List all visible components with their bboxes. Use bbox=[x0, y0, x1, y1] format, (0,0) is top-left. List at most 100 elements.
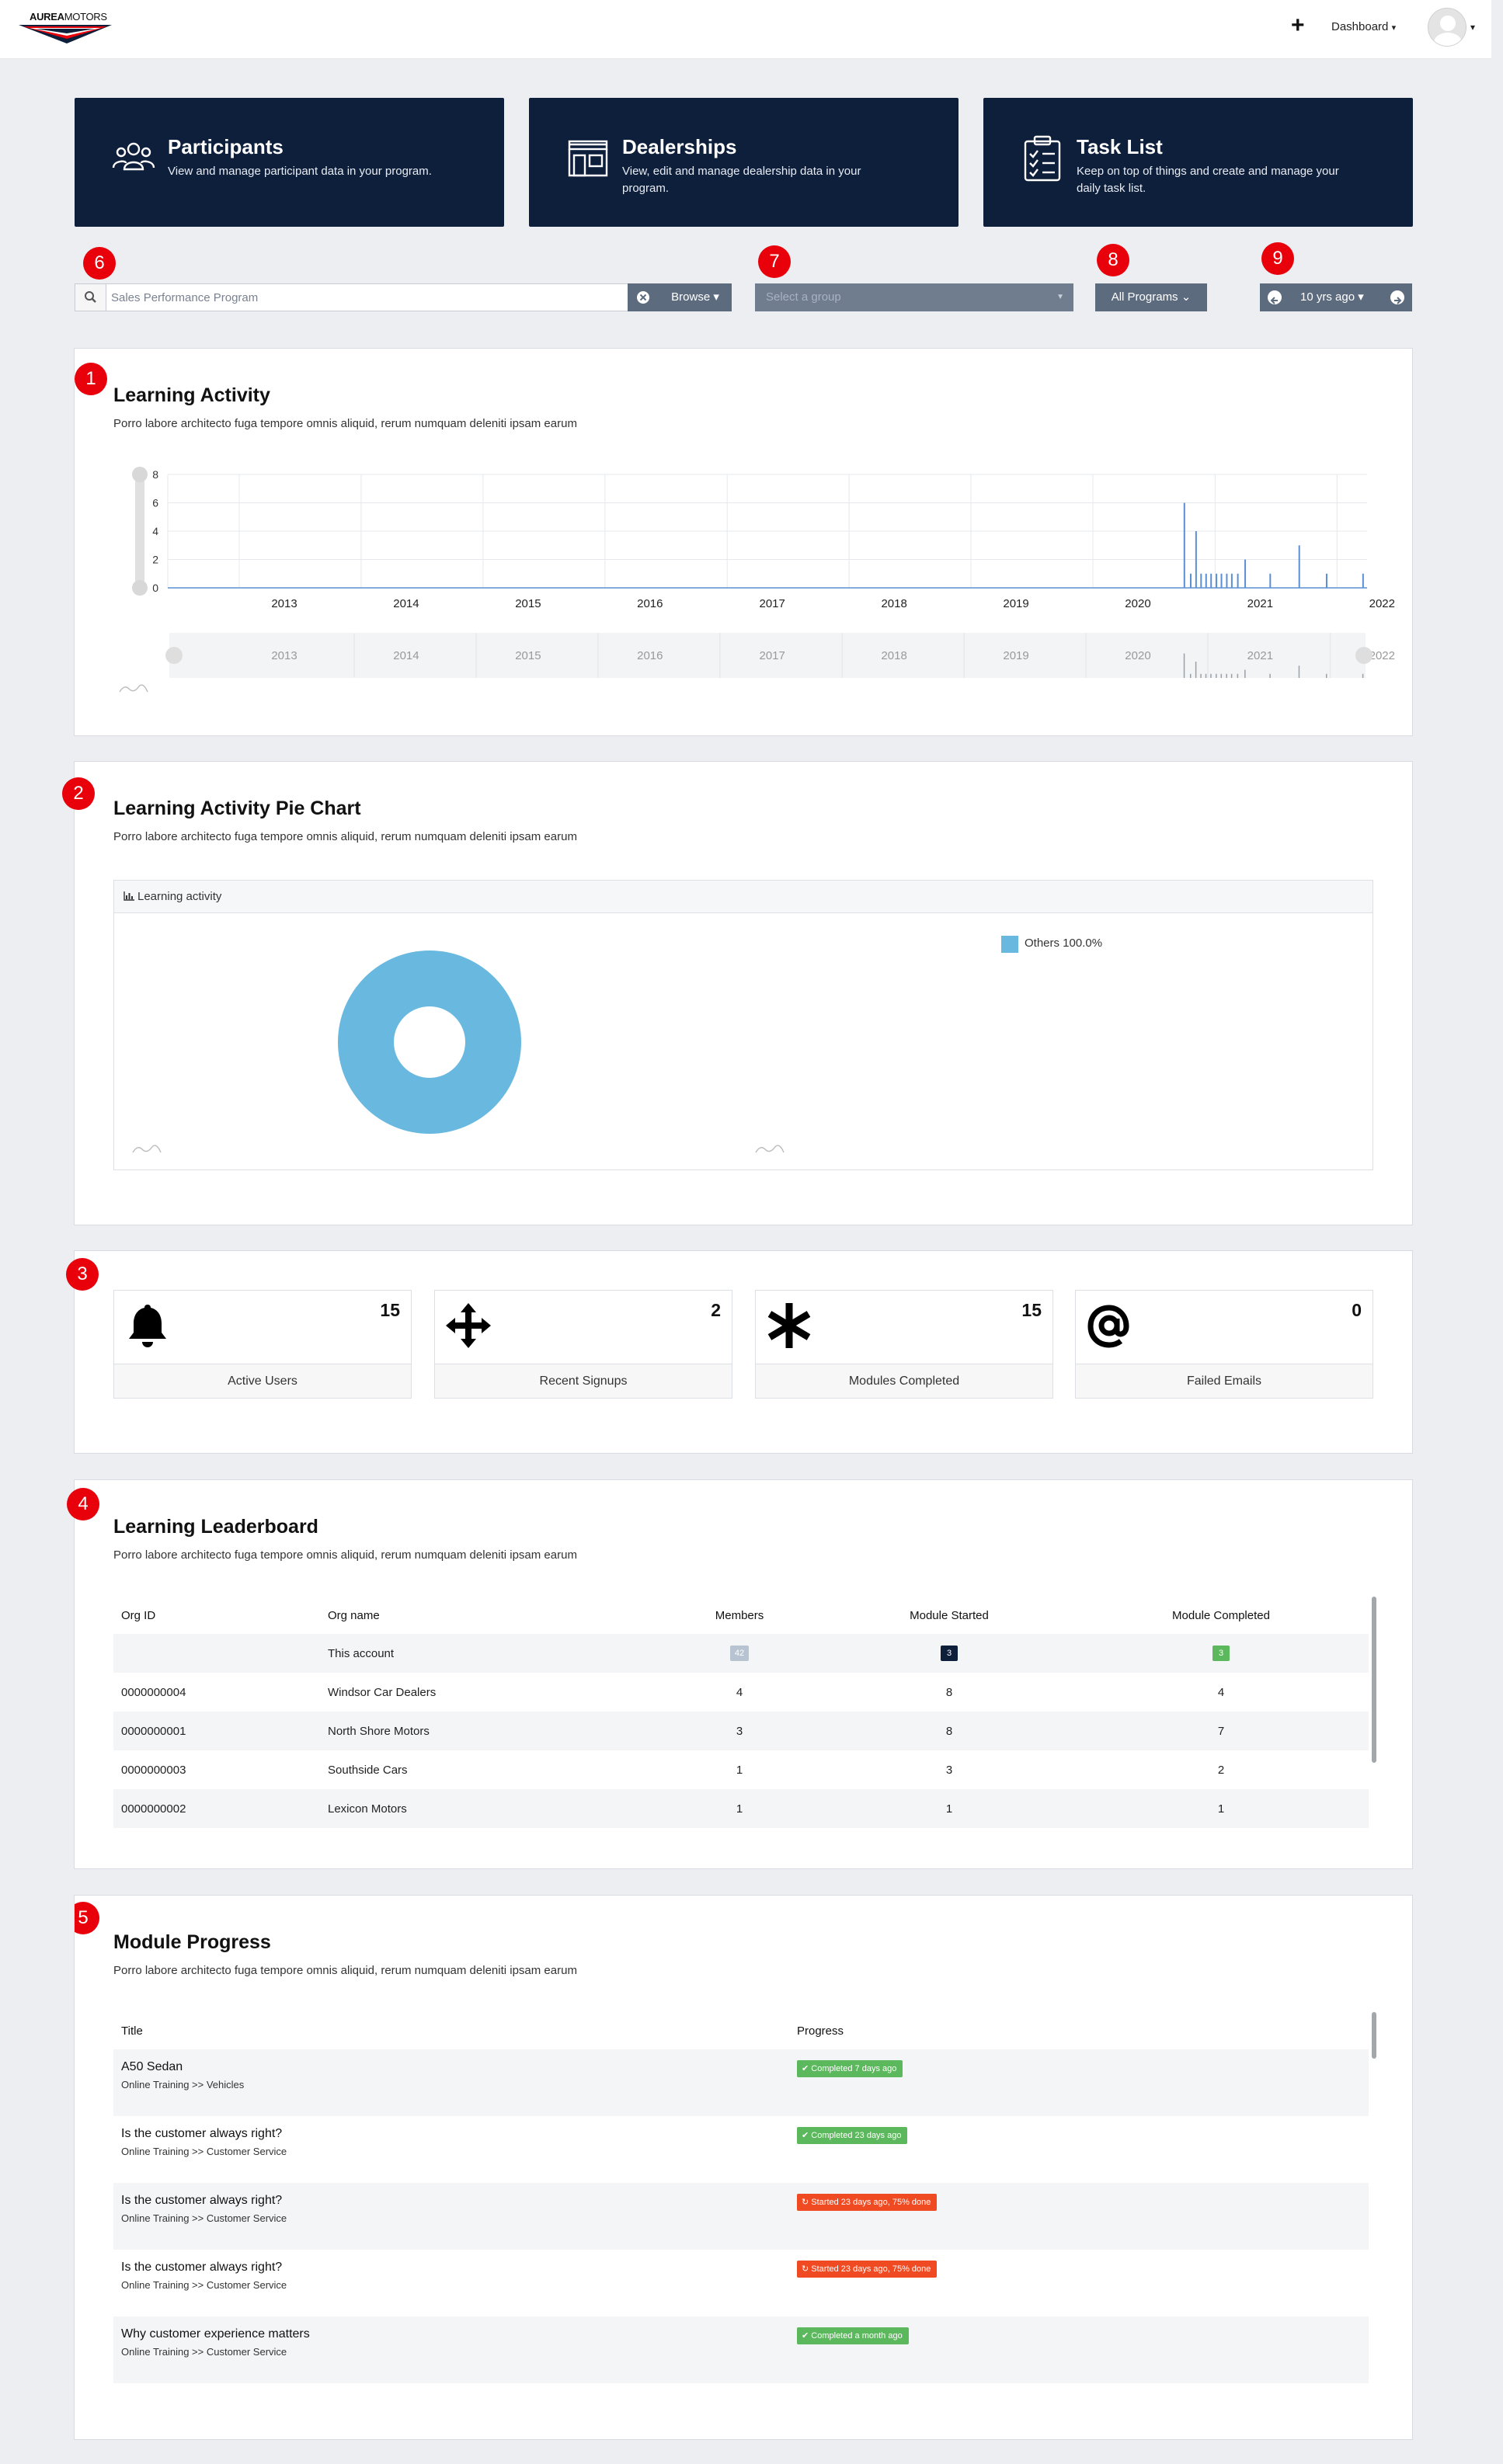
table-row[interactable]: 0000000004 Windsor Car Dealers 4 8 4 bbox=[113, 1673, 1369, 1712]
x-tick-label: 2014 bbox=[393, 597, 419, 610]
move-arrows-icon bbox=[446, 1303, 491, 1348]
navigator-right-handle[interactable] bbox=[1355, 647, 1373, 664]
started-badge: 3 bbox=[941, 1646, 958, 1661]
task-list-card[interactable]: Task List Keep on top of things and crea… bbox=[983, 98, 1413, 227]
x-tick-label: 2015 bbox=[515, 597, 541, 610]
cell-members: 1 bbox=[736, 1763, 743, 1777]
chart-bar[interactable] bbox=[1362, 573, 1364, 588]
cell-org-name: Lexicon Motors bbox=[320, 1789, 654, 1828]
stat-modules-completed[interactable]: 15 Modules Completed bbox=[755, 1290, 1053, 1399]
y-range-slider-track[interactable] bbox=[135, 473, 144, 588]
y-range-slider-bottom-handle[interactable] bbox=[132, 580, 148, 596]
stats-panel: 3 15 Active Users 2 Recent Signups 15 Mo… bbox=[66, 1250, 1413, 1454]
column-header-progress[interactable]: Progress bbox=[797, 2024, 844, 2038]
prev-arrow-icon[interactable] bbox=[1268, 290, 1282, 304]
group-select[interactable]: Select a group ▼ bbox=[755, 283, 1073, 311]
chart-bar[interactable] bbox=[1237, 573, 1239, 588]
column-header-module-completed[interactable]: Module Completed bbox=[1172, 1608, 1270, 1622]
browse-button[interactable]: Browse ▾ bbox=[659, 283, 732, 311]
pie-chart-panel: 2 Learning Activity Pie Chart Porro labo… bbox=[62, 761, 1413, 1225]
chart-bar[interactable] bbox=[1269, 573, 1272, 588]
module-title[interactable]: Is the customer always right? bbox=[121, 2194, 283, 2207]
learning-activity-title: Learning Activity bbox=[113, 384, 270, 406]
column-header-title[interactable]: Title bbox=[121, 2024, 143, 2038]
table-row[interactable]: 0000000001 North Shore Motors 3 8 7 bbox=[113, 1712, 1369, 1750]
table-row[interactable]: Is the customer always right? Online Trai… bbox=[113, 2250, 1369, 2316]
chart-bar[interactable] bbox=[1195, 531, 1197, 588]
chart-bar[interactable] bbox=[1325, 573, 1327, 588]
table-row-this-account[interactable]: This account 42 3 3 bbox=[113, 1634, 1369, 1673]
date-range-label[interactable]: 10 yrs ago ▾ bbox=[1300, 290, 1364, 304]
module-title[interactable]: Is the customer always right? bbox=[121, 2261, 283, 2274]
stat-value: 0 bbox=[1352, 1300, 1362, 1320]
legend-swatch-others[interactable] bbox=[1001, 936, 1018, 953]
stat-recent-signups[interactable]: 2 Recent Signups bbox=[434, 1290, 732, 1399]
navigator-bar bbox=[1269, 673, 1271, 678]
stat-active-users[interactable]: 15 Active Users bbox=[113, 1290, 412, 1399]
table-row[interactable]: Is the customer always right? Online Trai… bbox=[113, 2116, 1369, 2183]
chart-bar[interactable] bbox=[1244, 559, 1247, 589]
chart-bar[interactable] bbox=[1226, 573, 1228, 588]
table-row[interactable]: Is the customer always right? Online Trai… bbox=[113, 2183, 1369, 2250]
dashboard-menu[interactable]: Dashboard ▾ bbox=[1331, 20, 1397, 33]
pie-chart-title: Learning Activity Pie Chart bbox=[113, 798, 361, 819]
participants-card[interactable]: Participants View and manage participant… bbox=[75, 98, 504, 227]
aurea-motors-logo[interactable]: AUREAMOTORS bbox=[16, 8, 115, 47]
clear-search-button[interactable] bbox=[628, 283, 659, 311]
column-header-org-name[interactable]: Org name bbox=[328, 1608, 380, 1622]
column-header-org-id[interactable]: Org ID bbox=[121, 1608, 156, 1622]
module-progress-title: Module Progress bbox=[113, 1931, 271, 1953]
program-search-input[interactable] bbox=[111, 287, 655, 308]
chart-bar[interactable] bbox=[1210, 573, 1212, 588]
x-tick-label: 2017 bbox=[760, 597, 785, 610]
members-badge: 42 bbox=[729, 1646, 750, 1661]
y-tick-label: 2 bbox=[152, 554, 158, 566]
module-title[interactable]: Is the customer always right? bbox=[121, 2127, 283, 2140]
add-plus-icon[interactable]: + bbox=[1291, 12, 1305, 38]
leaderboard-scrollbar[interactable] bbox=[1372, 1597, 1376, 1763]
table-row[interactable]: 0000000003 Southside Cars 1 3 2 bbox=[113, 1750, 1369, 1789]
next-arrow-icon[interactable] bbox=[1390, 290, 1404, 304]
x-axis-ticks: 2013 2014 2015 2016 2017 2018 2019 2020 2021 2022 bbox=[271, 597, 1395, 610]
module-progress-scroll-area[interactable]: Title Progress A50 Sedan Online Training … bbox=[75, 1896, 1412, 2402]
avatar-chevron-down-icon[interactable]: ▾ bbox=[1470, 22, 1476, 33]
legend-label-others[interactable]: Others 100.0% bbox=[1025, 937, 1103, 950]
navigator-bar bbox=[1230, 673, 1233, 678]
navigator-x-tick-label: 2021 bbox=[1247, 649, 1273, 662]
chart-bar[interactable] bbox=[1205, 573, 1207, 588]
navigator-left-handle[interactable] bbox=[165, 647, 183, 664]
table-row[interactable]: Why customer experience matters Online Tr… bbox=[113, 2316, 1369, 2383]
chart-bar[interactable] bbox=[1298, 545, 1300, 588]
module-title[interactable]: Why customer experience matters bbox=[121, 2327, 310, 2341]
cell-completed: 2 bbox=[1217, 1763, 1225, 1777]
top-navbar: AUREAMOTORS + Dashboard ▾ ▾ bbox=[0, 0, 1491, 59]
table-row[interactable]: A50 Sedan Online Training >> Vehicles ✔ Co… bbox=[113, 2049, 1369, 2116]
cell-members: 4 bbox=[736, 1685, 743, 1699]
chart-bar[interactable] bbox=[1230, 573, 1233, 588]
chart-bar[interactable] bbox=[1189, 573, 1192, 588]
module-path: Online Training >> Customer Service bbox=[121, 2346, 287, 2358]
table-row[interactable]: 0000000002 Lexicon Motors 1 1 1 bbox=[113, 1789, 1369, 1828]
storefront-icon bbox=[568, 140, 608, 177]
column-header-module-started[interactable]: Module Started bbox=[910, 1608, 989, 1622]
pie-chart-svg[interactable] bbox=[114, 913, 1373, 1169]
search-icon[interactable] bbox=[75, 284, 106, 311]
range-navigator[interactable] bbox=[169, 633, 1366, 678]
chart-bar[interactable] bbox=[1183, 502, 1185, 589]
all-programs-dropdown[interactable]: All Programs ⌄ bbox=[1095, 283, 1207, 311]
chart-bar[interactable] bbox=[1216, 573, 1218, 588]
check-circle-icon: ✔ bbox=[802, 2331, 812, 2341]
stat-failed-emails[interactable]: 0 Failed Emails bbox=[1075, 1290, 1373, 1399]
column-header-members[interactable]: Members bbox=[715, 1608, 764, 1622]
check-circle-icon: ✔ bbox=[802, 2131, 812, 2140]
module-title[interactable]: A50 Sedan bbox=[121, 2060, 183, 2073]
cell-progress: ✔ Completed 7 days ago bbox=[789, 2049, 1369, 2116]
module-progress-scrollbar[interactable] bbox=[1372, 2012, 1376, 2059]
user-avatar[interactable] bbox=[1428, 8, 1466, 47]
chart-bar[interactable] bbox=[1220, 573, 1223, 588]
y-range-slider-top-handle[interactable] bbox=[132, 467, 148, 482]
chart-bar[interactable] bbox=[1200, 573, 1202, 588]
dealerships-card[interactable]: Dealerships View, edit and manage dealer… bbox=[529, 98, 959, 227]
cell-completed: 4 bbox=[1217, 1685, 1225, 1699]
